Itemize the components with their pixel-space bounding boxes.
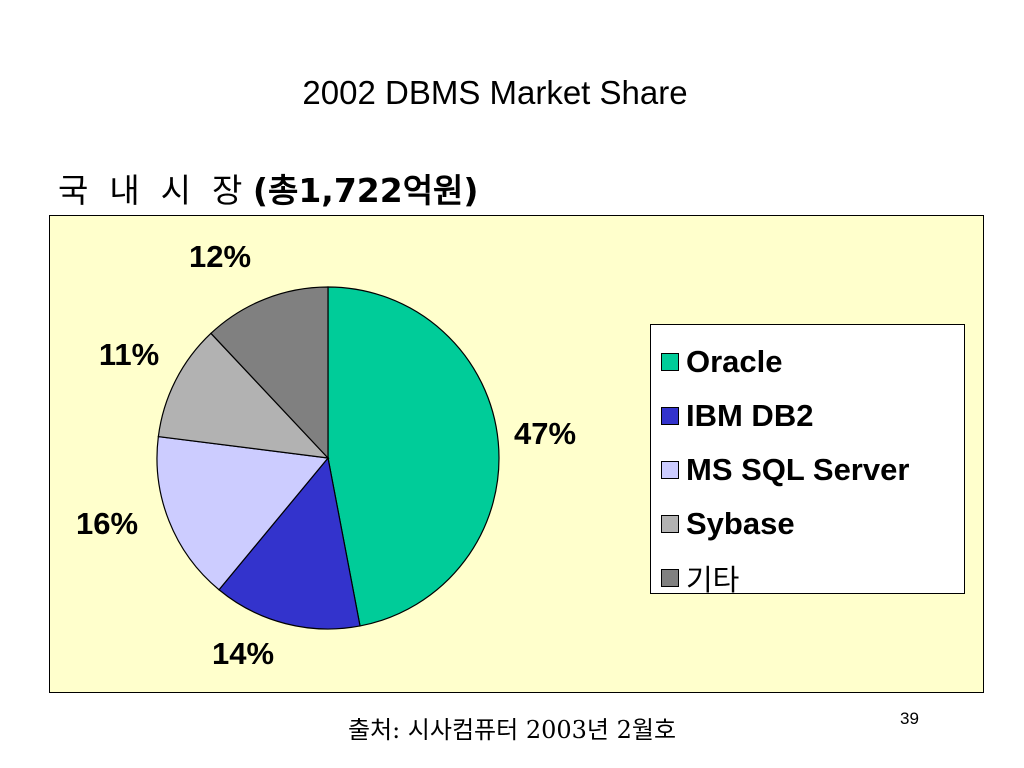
data-label-기타: 12% — [189, 239, 251, 274]
pie-slice-ms-sql-server — [156, 435, 330, 591]
pie-slice-기타 — [210, 286, 329, 460]
page-number: 39 — [900, 709, 919, 728]
legend-label: IBM DB2 — [686, 398, 814, 433]
legend-item: Sybase — [651, 497, 964, 551]
subtitle-market-total: (총1,722억원) — [252, 171, 479, 210]
data-label-ibm-db2: 14% — [212, 636, 274, 671]
legend-swatch — [661, 461, 679, 479]
legend-swatch — [661, 353, 679, 371]
legend-swatch — [661, 569, 679, 587]
legend-label: 기타 — [686, 563, 740, 597]
legend-label: Oracle — [686, 344, 783, 379]
pie-slice-sybase — [157, 332, 330, 459]
legend-item: IBM DB2 — [651, 389, 964, 443]
legend-swatch — [661, 407, 679, 425]
source-citation: 출처: 시사컴퓨터 2003년 2월호 — [347, 716, 677, 744]
slide-title: 2002 DBMS Market Share — [302, 74, 688, 111]
chart-subtitle: 국 내 시 장 (총1,722억원) — [58, 164, 479, 212]
pie-slice-ibm-db2 — [218, 456, 361, 630]
data-label-oracle: 47% — [514, 416, 576, 451]
data-label-sybase: 11% — [99, 337, 159, 372]
subtitle-market-label: 국 내 시 장 — [58, 171, 253, 210]
legend-item: 기타 — [651, 551, 964, 605]
legend-item: Oracle — [651, 335, 964, 389]
legend-label: MS SQL Server — [686, 452, 910, 487]
legend-label: Sybase — [686, 506, 795, 541]
legend-swatch — [661, 515, 679, 533]
chart-legend: Oracle IBM DB2 MS SQL Server Sybase 기타 — [650, 324, 965, 597]
pie-slice-oracle — [327, 286, 500, 627]
pie-chart: 47% 14% 16% 11% 12% — [76, 239, 576, 671]
data-label-ms-sql-server: 16% — [76, 506, 138, 541]
legend-item: MS SQL Server — [651, 443, 964, 497]
chart-area: 47% 14% 16% 11% 12% Oracle IBM DB2 MS SQL Serv… — [49, 215, 984, 693]
